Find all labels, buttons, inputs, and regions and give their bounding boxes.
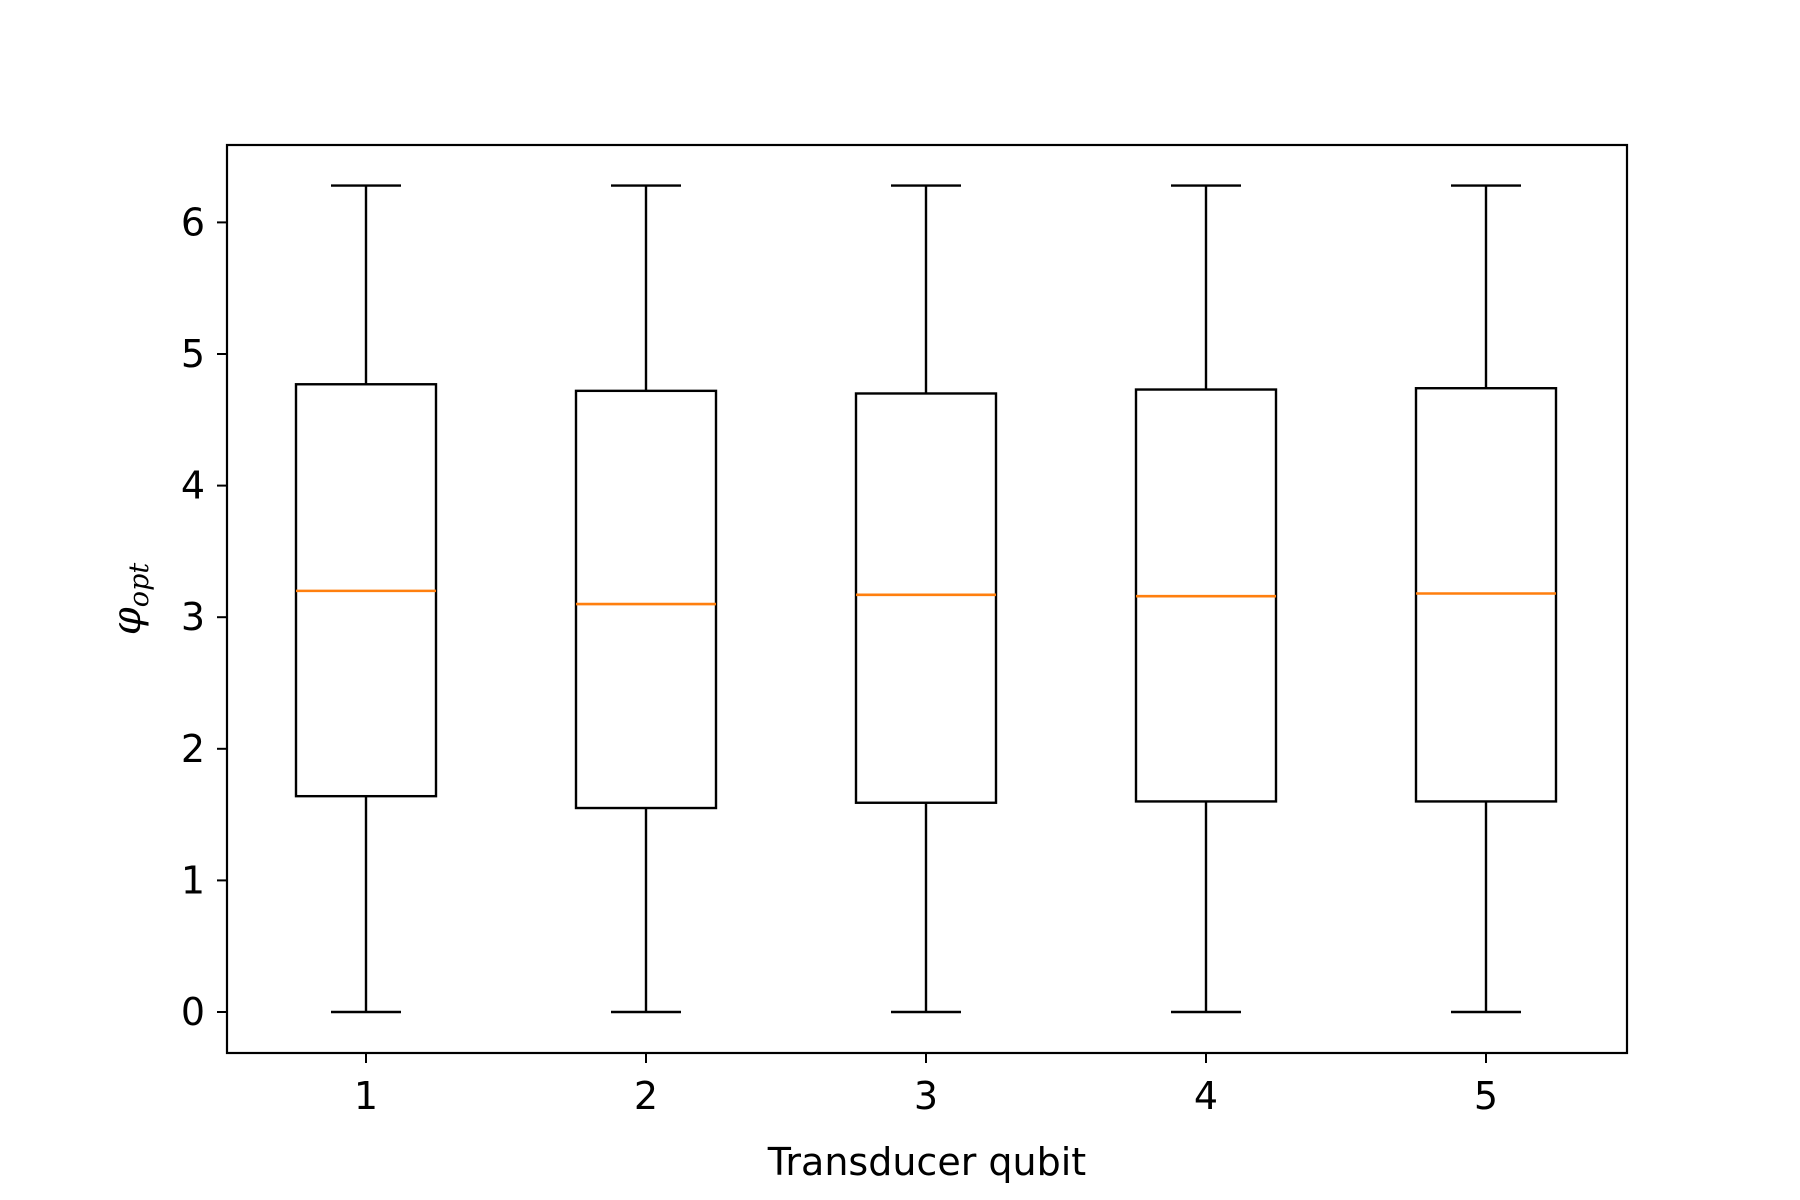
axes-frame [225, 143, 1629, 1055]
plot-area [294, 184, 1558, 1014]
y-tick-label: 2 [181, 727, 205, 771]
y-axis-label-symbol: φ [104, 607, 150, 635]
y-tick-label: 0 [181, 990, 205, 1034]
box-group-1 [294, 184, 438, 1014]
x-tick-label: 2 [634, 1074, 658, 1118]
y-axis: 0 1 2 3 4 5 6 [181, 200, 227, 1034]
x-tick-label: 3 [914, 1074, 938, 1118]
box-iqr [574, 389, 718, 810]
x-tick-label: 5 [1474, 1074, 1498, 1118]
box-iqr [1414, 387, 1558, 803]
box-group-4 [1134, 184, 1278, 1014]
x-axis-label: Transducer qubit [767, 1140, 1086, 1184]
box-group-5 [1414, 184, 1558, 1014]
y-tick-label: 1 [181, 858, 205, 902]
x-tick-label: 4 [1194, 1074, 1218, 1118]
x-axis: 1 2 3 4 5 [354, 1053, 1498, 1118]
y-tick-label: 5 [181, 332, 205, 376]
y-tick-label: 4 [181, 464, 205, 508]
y-axis-label: φopt [104, 563, 155, 636]
box-group-2 [574, 184, 718, 1014]
box-iqr [854, 392, 998, 804]
y-tick-label: 6 [181, 200, 205, 244]
y-axis-label-subscript: opt [124, 563, 155, 608]
y-tick-label: 3 [181, 595, 205, 639]
box-group-3 [854, 184, 998, 1014]
x-tick-label: 1 [354, 1074, 378, 1118]
